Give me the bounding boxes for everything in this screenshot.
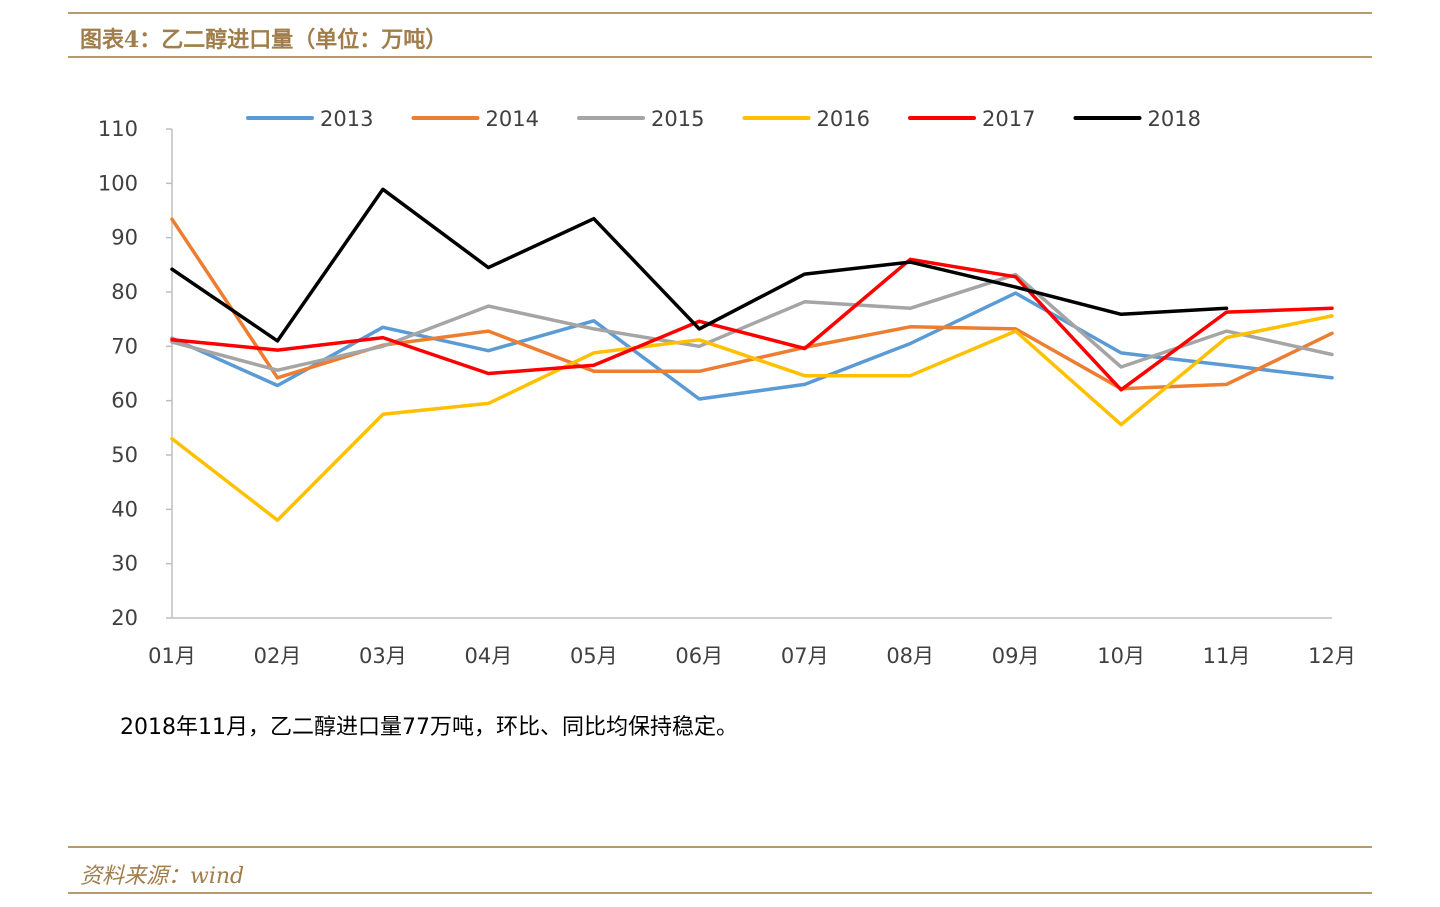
- x-tick-label: 03月: [359, 644, 407, 668]
- x-tick-label: 12月: [1308, 644, 1356, 668]
- x-tick-label: 05月: [570, 644, 618, 668]
- legend-label-2018: 2018: [1148, 107, 1201, 131]
- legend-label-2015: 2015: [651, 107, 704, 131]
- y-tick-label: 40: [111, 497, 138, 521]
- title-bar: 图表4：乙二醇进口量（单位：万吨）: [68, 12, 1372, 58]
- source-bar: 资料来源：wind: [68, 846, 1372, 894]
- legend-label-2013: 2013: [320, 107, 373, 131]
- x-tick-label: 09月: [992, 644, 1040, 668]
- chart-title: 图表4：乙二醇进口量（单位：万吨）: [80, 27, 448, 53]
- y-tick-label: 90: [111, 226, 138, 250]
- x-tick-label: 10月: [1097, 644, 1145, 668]
- x-tick-label: 02月: [254, 644, 302, 668]
- chart-legend: 2013 2014 2015 2016 2017 2018: [246, 107, 1201, 131]
- legend-label-2014: 2014: [486, 107, 539, 131]
- chart-series: [170, 187, 1334, 522]
- y-tick-label: 110: [98, 117, 138, 141]
- x-tick-label: 07月: [781, 644, 829, 668]
- x-tick-label: 08月: [886, 644, 934, 668]
- legend-label-2016: 2016: [817, 107, 870, 131]
- y-tick-label: 50: [111, 443, 138, 467]
- legend-label-2017: 2017: [982, 107, 1035, 131]
- series-line-2016: [170, 314, 1334, 522]
- chart-description: 2018年11月，乙二醇进口量77万吨，环比、同比均保持稳定。: [120, 715, 738, 740]
- series-line-2013: [170, 291, 1334, 401]
- x-tick-label: 01月: [148, 644, 196, 668]
- y-tick-label: 60: [111, 389, 138, 413]
- y-tick-label: 20: [111, 606, 138, 630]
- series-line-2017: [170, 257, 1334, 392]
- y-tick-label: 30: [111, 552, 138, 576]
- chart-axes: 20 30 40 50 60 70 80 90 100 110 01月 02月 03月 04月 05月 06月…: [98, 117, 1356, 668]
- x-tick-label: 11月: [1203, 644, 1251, 668]
- x-tick-label: 04月: [464, 644, 512, 668]
- data-source: 资料来源：wind: [80, 864, 245, 889]
- y-tick-label: 70: [111, 334, 138, 358]
- series-line-2015: [170, 272, 1334, 372]
- y-tick-label: 100: [98, 171, 138, 195]
- y-tick-label: 80: [111, 280, 138, 304]
- series-line-2018: [170, 187, 1229, 343]
- x-tick-label: 06月: [675, 644, 723, 668]
